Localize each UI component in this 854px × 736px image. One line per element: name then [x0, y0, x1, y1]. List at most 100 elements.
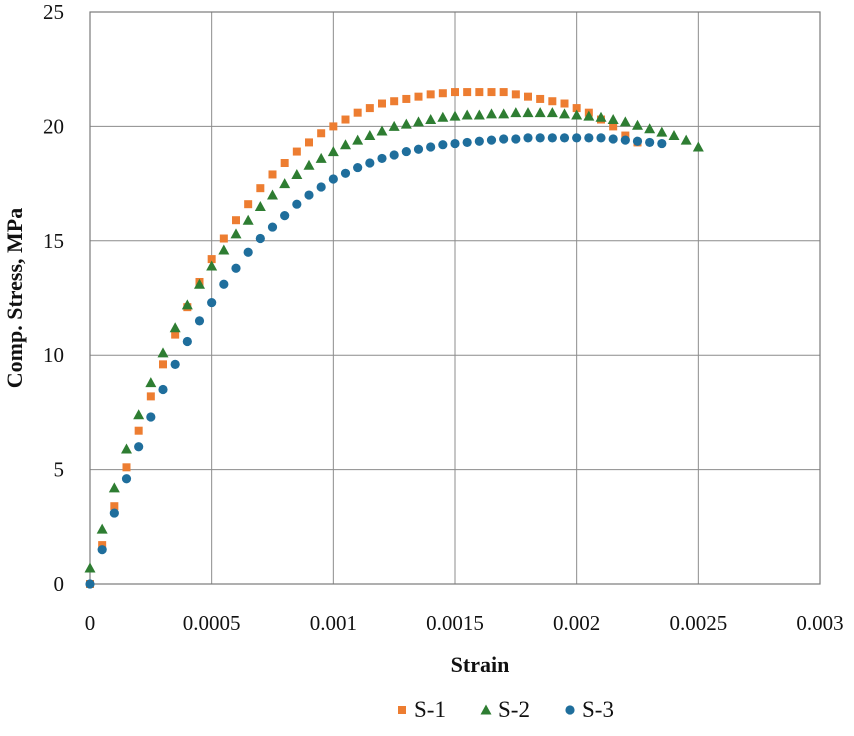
- y-tick-label: 25: [43, 0, 64, 24]
- data-point-s-1: [390, 97, 399, 106]
- data-point-s-3: [134, 442, 144, 452]
- data-point-s-2: [388, 120, 400, 131]
- y-tick-label: 20: [43, 114, 64, 138]
- series-s-2: [84, 107, 704, 573]
- x-axis-title: Strain: [451, 652, 510, 677]
- data-point-s-3: [486, 135, 497, 145]
- data-point-s-3: [365, 158, 375, 168]
- data-point-s-2: [619, 116, 631, 127]
- y-tick-label: 15: [43, 229, 64, 253]
- data-point-s-3: [267, 222, 278, 232]
- data-point-s-1: [536, 94, 545, 103]
- data-point-s-2: [522, 107, 534, 118]
- data-point-s-2: [498, 108, 510, 119]
- x-tick-label: 0.0015: [426, 611, 484, 635]
- data-point-s-1: [159, 360, 167, 369]
- data-point-s-3: [158, 384, 168, 395]
- data-point-s-1: [572, 104, 581, 113]
- data-point-s-2: [169, 322, 181, 333]
- data-point-s-3: [620, 135, 630, 145]
- data-point-s-2: [425, 114, 437, 125]
- data-point-s-1: [110, 502, 119, 511]
- data-point-s-1: [280, 159, 289, 168]
- data-point-s-1: [317, 129, 326, 138]
- data-point-s-3: [523, 133, 533, 143]
- data-point-s-1: [305, 138, 313, 147]
- data-point-s-1: [134, 426, 143, 435]
- data-point-s-2: [571, 109, 583, 120]
- data-point-s-1: [244, 200, 253, 209]
- data-point-s-2: [656, 126, 668, 137]
- data-point-s-1: [378, 99, 386, 108]
- data-point-s-2: [461, 109, 473, 120]
- data-point-s-1: [524, 92, 532, 101]
- data-point-s-2: [84, 562, 96, 573]
- x-tick-labels: 0 0.0005 0.001 0.0015 0.002 0.0025 0.003: [85, 611, 844, 635]
- data-point-s-2: [413, 116, 424, 127]
- data-point-s-2: [218, 244, 230, 255]
- legend-label-s-3: S-3: [582, 697, 614, 722]
- data-point-s-2: [327, 146, 339, 157]
- data-point-s-3: [231, 263, 241, 273]
- data-point-s-2: [96, 523, 108, 534]
- data-point-s-3: [608, 134, 618, 144]
- data-point-s-3: [389, 150, 399, 160]
- data-point-s-3: [645, 137, 655, 148]
- data-point-s-3: [146, 412, 156, 422]
- data-point-s-2: [692, 141, 704, 152]
- data-point-s-3: [304, 190, 314, 200]
- data-point-s-1: [122, 463, 131, 472]
- data-point-s-2: [486, 108, 497, 119]
- plot-area-frame: [89, 11, 821, 585]
- data-point-s-2: [400, 118, 412, 129]
- data-point-s-3: [572, 133, 582, 143]
- data-point-s-3: [255, 233, 265, 244]
- data-point-s-1: [548, 97, 557, 106]
- data-point-s-3: [462, 137, 472, 148]
- data-point-s-3: [353, 162, 363, 173]
- data-point-s-3: [85, 579, 95, 589]
- data-point-s-1: [438, 89, 447, 98]
- x-tick-label: 0.002: [553, 611, 600, 635]
- data-point-s-1: [256, 184, 265, 193]
- data-point-s-3: [170, 359, 180, 369]
- data-point-s-1: [341, 115, 350, 124]
- data-point-s-2: [632, 119, 643, 130]
- data-point-s-1: [475, 88, 484, 97]
- data-point-s-1: [451, 88, 459, 97]
- legend: S-1 S-2 S-3: [398, 697, 614, 722]
- series-s-1: [86, 88, 642, 588]
- data-point-s-2: [121, 443, 132, 454]
- data-point-s-2: [194, 278, 205, 289]
- data-point-s-3: [109, 508, 119, 518]
- y-tick-label: 10: [43, 343, 64, 367]
- data-point-s-3: [182, 336, 192, 347]
- data-point-s-1: [499, 88, 508, 97]
- data-point-s-1: [146, 392, 155, 401]
- data-point-s-2: [364, 130, 376, 141]
- y-axis-title: Comp. Stress, MPa: [2, 208, 27, 388]
- data-point-s-3: [657, 138, 667, 149]
- data-point-s-2: [449, 110, 461, 121]
- legend-marker-s-2: [480, 704, 492, 715]
- data-point-s-3: [559, 133, 570, 143]
- data-point-s-2: [668, 130, 680, 141]
- data-point-s-3: [340, 168, 351, 178]
- data-point-s-3: [426, 142, 436, 152]
- data-point-s-1: [511, 90, 520, 99]
- data-point-s-3: [316, 182, 326, 192]
- data-point-s-2: [206, 260, 218, 271]
- x-tick-label: 0.001: [310, 611, 357, 635]
- data-point-s-2: [376, 125, 388, 136]
- data-point-s-3: [450, 138, 460, 149]
- data-point-s-1: [426, 90, 435, 99]
- data-point-s-2: [680, 134, 692, 145]
- legend-label-s-1: S-1: [414, 697, 446, 722]
- data-point-s-1: [219, 234, 228, 243]
- data-point-s-2: [181, 299, 193, 310]
- data-point-s-2: [267, 189, 278, 200]
- data-point-s-3: [596, 133, 606, 143]
- legend-label-s-2: S-2: [498, 697, 530, 722]
- data-point-s-2: [315, 152, 327, 163]
